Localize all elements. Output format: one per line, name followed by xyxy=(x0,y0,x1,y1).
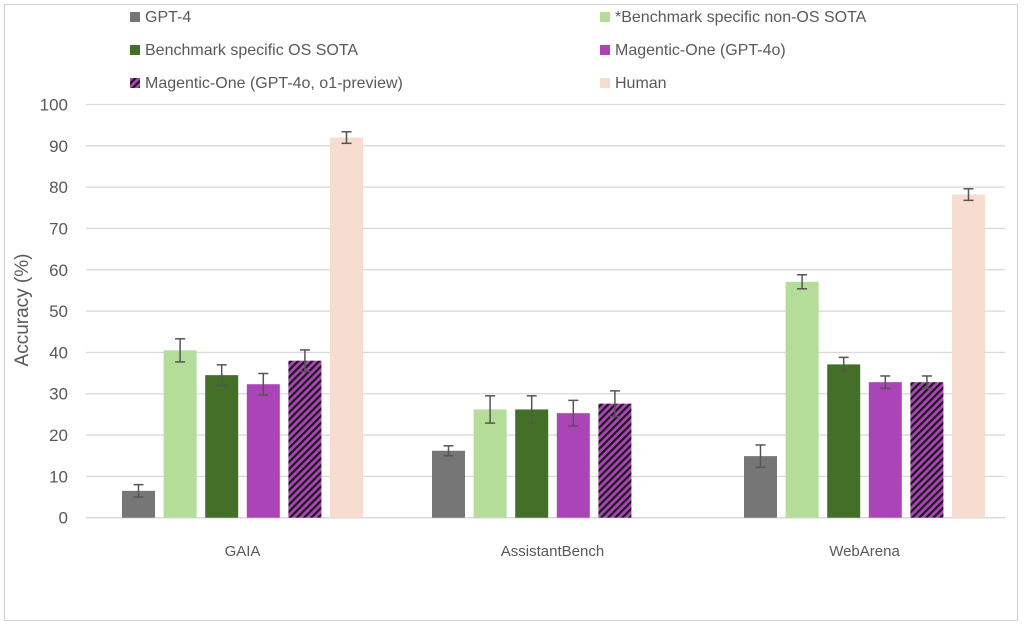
legend-swatch xyxy=(600,12,610,22)
legend-label: *Benchmark specific non-OS SOTA xyxy=(615,9,867,26)
error-bar xyxy=(797,273,808,290)
y-tick-label: 30 xyxy=(49,385,68,404)
bar-gaia-1 xyxy=(163,350,197,518)
legend-label: Magentic-One (GPT-4o, o1-preview) xyxy=(145,75,403,92)
error-bar xyxy=(299,349,310,373)
bar-webarena-1 xyxy=(785,281,819,518)
bar-assistantbench-3 xyxy=(556,413,590,518)
bar-webarena-5 xyxy=(952,194,985,518)
y-tick-label: 90 xyxy=(49,137,68,156)
bar-assistantbench-1 xyxy=(473,409,507,518)
legend-swatch xyxy=(130,45,140,55)
error-bar xyxy=(341,131,352,145)
bar-assistantbench-0 xyxy=(432,450,465,518)
x-tick-label: GAIA xyxy=(225,543,261,560)
legend-item: Magentic-One (GPT-4o) xyxy=(600,42,786,59)
y-tick-label: 50 xyxy=(49,302,68,321)
legend-item: GPT-4 xyxy=(130,9,191,26)
legend-swatch xyxy=(600,78,610,88)
y-tick-label: 20 xyxy=(49,426,68,445)
legend-item: *Benchmark specific non-OS SOTA xyxy=(600,9,867,26)
legend-item: Magentic-One (GPT-4o, o1-preview) xyxy=(130,75,403,92)
error-bar xyxy=(133,483,144,498)
chart-frame xyxy=(4,4,1018,621)
legend-item: Human xyxy=(600,75,667,92)
error-bar xyxy=(755,444,766,469)
bar-gaia-4 xyxy=(288,360,322,518)
y-tick-label: 10 xyxy=(49,467,68,486)
bar-gaia-3 xyxy=(246,384,280,518)
y-tick-label: 40 xyxy=(49,343,68,362)
error-bar xyxy=(526,395,537,424)
x-tick-label: AssistantBench xyxy=(501,543,604,560)
error-bar xyxy=(485,395,496,424)
error-bar xyxy=(838,356,849,373)
x-tick-label: WebArena xyxy=(829,543,900,560)
error-bar xyxy=(963,188,974,202)
bar-gaia-2 xyxy=(205,375,239,518)
error-bar xyxy=(443,445,454,457)
y-axis-title: Accuracy (%) xyxy=(12,254,33,367)
bar-gaia-5 xyxy=(330,137,363,518)
bar-assistantbench-2 xyxy=(515,409,549,518)
error-bar xyxy=(216,364,227,387)
legend-swatch xyxy=(130,78,140,88)
bar-assistantbench-4 xyxy=(598,403,632,518)
y-tick-label: 80 xyxy=(49,178,68,197)
legend-swatch xyxy=(130,12,140,22)
y-tick-label: 70 xyxy=(49,219,68,238)
y-tick-label: 0 xyxy=(59,509,68,528)
bar-webarena-2 xyxy=(827,364,861,518)
legend-label: GPT-4 xyxy=(145,9,191,26)
bar-webarena-4 xyxy=(910,382,944,518)
error-bar xyxy=(568,399,579,427)
legend-item: Benchmark specific OS SOTA xyxy=(130,42,358,59)
legend-label: Human xyxy=(615,75,667,92)
error-bar xyxy=(921,375,932,390)
y-tick-label: 100 xyxy=(40,96,68,115)
error-bar xyxy=(175,338,186,363)
y-tick-label: 60 xyxy=(49,261,68,280)
error-bar xyxy=(609,390,620,418)
error-bar xyxy=(258,372,269,396)
legend-label: Benchmark specific OS SOTA xyxy=(145,42,358,59)
bar-webarena-3 xyxy=(868,382,902,518)
error-bar xyxy=(880,375,891,390)
legend-label: Magentic-One (GPT-4o) xyxy=(615,42,786,59)
legend-swatch xyxy=(600,45,610,55)
